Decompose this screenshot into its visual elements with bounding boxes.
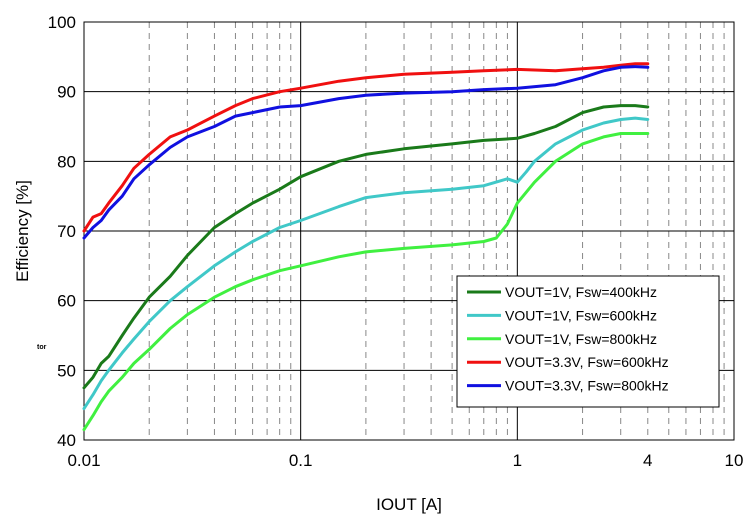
x-tick-label: 10 xyxy=(725,451,744,470)
legend: VOUT=1V, Fsw=400kHz VOUT=1V, Fsw=600kHz VO… xyxy=(456,275,720,408)
x-tick-label: 0.1 xyxy=(289,451,313,470)
legend-label: VOUT=1V, Fsw=400kHz xyxy=(505,284,657,300)
y-tick-label: 90 xyxy=(57,83,76,102)
y-tick-label: 40 xyxy=(57,431,76,450)
y-tick-label: 70 xyxy=(57,222,76,241)
series-line-4 xyxy=(82,62,650,233)
y-tick-label: 50 xyxy=(57,361,76,380)
side-note: tor xyxy=(37,344,47,351)
y-tick-label: 100 xyxy=(48,13,76,32)
series-line-3 xyxy=(82,132,650,432)
y-tick-label: 80 xyxy=(57,152,76,171)
x-axis-label: IOUT [A] xyxy=(376,495,442,514)
legend-label: VOUT=1V, Fsw=800kHz xyxy=(505,331,657,347)
series-layer xyxy=(82,62,650,432)
series-line-5 xyxy=(82,65,650,240)
y-axis-label: Efficiency [%] xyxy=(13,180,32,282)
series-line-2 xyxy=(82,116,650,411)
x-tick-label: 4 xyxy=(643,451,652,470)
x-tick-label: 1 xyxy=(513,451,522,470)
legend-label: VOUT=3.3V, Fsw=600kHz xyxy=(505,354,669,370)
legend-label: VOUT=3.3V, Fsw=800kHz xyxy=(505,378,669,394)
legend-label: VOUT=1V, Fsw=600kHz xyxy=(505,307,657,323)
tick-labels: 0.01 0.1 1 4 10 40 50 60 70 80 90 100 xyxy=(48,13,744,470)
y-tick-label: 60 xyxy=(57,292,76,311)
series-line-1 xyxy=(82,104,650,390)
x-tick-label: 0.01 xyxy=(67,451,100,470)
